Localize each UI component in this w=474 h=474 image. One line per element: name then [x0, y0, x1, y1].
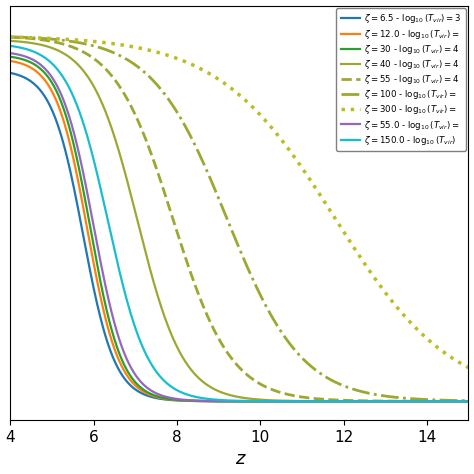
- Legend: $\zeta = 6.5$ - $\log_{10}(T_{vir}) = 3$, $\zeta = 12.0$ - $\log_{10}(T_{vir}) =: $\zeta = 6.5$ - $\log_{10}(T_{vir}) = 3$…: [337, 8, 466, 151]
- X-axis label: z: z: [235, 450, 244, 468]
